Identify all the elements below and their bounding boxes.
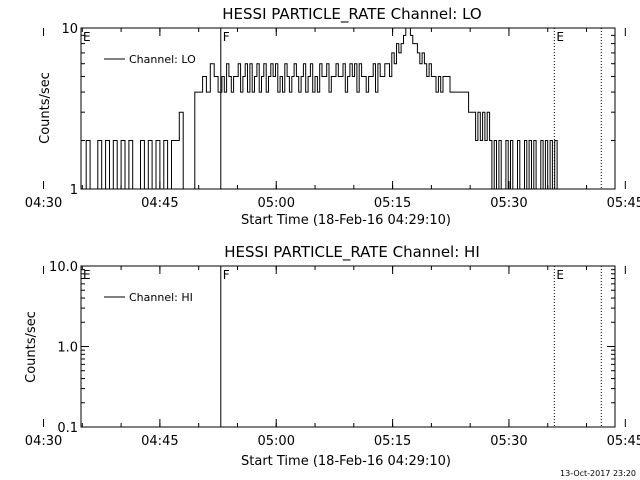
marker-label-e: E (83, 268, 91, 282)
chart-hi-panel: HESSI PARTICLE_RATE Channel: HI 0.1 1.0 10… (24, 243, 640, 469)
x-tick-label: 04:30 (25, 196, 62, 211)
chart-hi-ylabel: Counts/sec (24, 311, 39, 383)
chart-lo-panel: HESSI PARTICLE_RATE Channel: LO 1 10 04:3… (25, 5, 640, 228)
marker-label-e: E (556, 268, 564, 282)
chart-lo-title: HESSI PARTICLE_RATE Channel: LO (222, 5, 481, 24)
x-tick-label: 04:45 (141, 434, 178, 449)
series-line-channel-lo (80, 27, 569, 190)
chart-lo-ylabel: Counts/sec (38, 72, 53, 144)
legend-label-channel-lo: Channel: LO (129, 53, 196, 66)
y-tick-label: 1.0 (57, 341, 78, 356)
marker-label-f: F (223, 268, 230, 282)
y-tick-label: 10 (61, 22, 78, 37)
chart-lo-xlabel: Start Time (18-Feb-16 04:29:10) (241, 213, 451, 228)
generation-timestamp: 13-Oct-2017 23:20 (560, 469, 636, 478)
y-tick-label: 1 (70, 183, 78, 198)
x-tick-label: 05:45 (607, 196, 640, 211)
chart-hi-title: HESSI PARTICLE_RATE Channel: HI (224, 243, 480, 262)
x-tick-label: 05:15 (374, 434, 411, 449)
x-tick-label: 05:00 (258, 434, 295, 449)
x-tick-label: 05:45 (607, 434, 640, 449)
x-tick-label: 05:00 (258, 196, 295, 211)
marker-label-e: E (83, 30, 91, 44)
legend-label-channel-hi: Channel: HI (129, 291, 193, 304)
x-tick-label: 05:30 (490, 434, 527, 449)
x-tick-label: 05:15 (374, 196, 411, 211)
y-tick-label: 0.1 (57, 421, 78, 436)
marker-label-e: E (556, 30, 564, 44)
y-tick-label: 10.0 (49, 260, 78, 275)
chart-hi-xlabel: Start Time (18-Feb-16 04:29:10) (241, 454, 451, 469)
x-tick-label: 04:45 (141, 196, 178, 211)
marker-label-f: F (223, 30, 230, 44)
x-tick-label: 04:30 (25, 434, 62, 449)
x-tick-label: 05:30 (490, 196, 527, 211)
